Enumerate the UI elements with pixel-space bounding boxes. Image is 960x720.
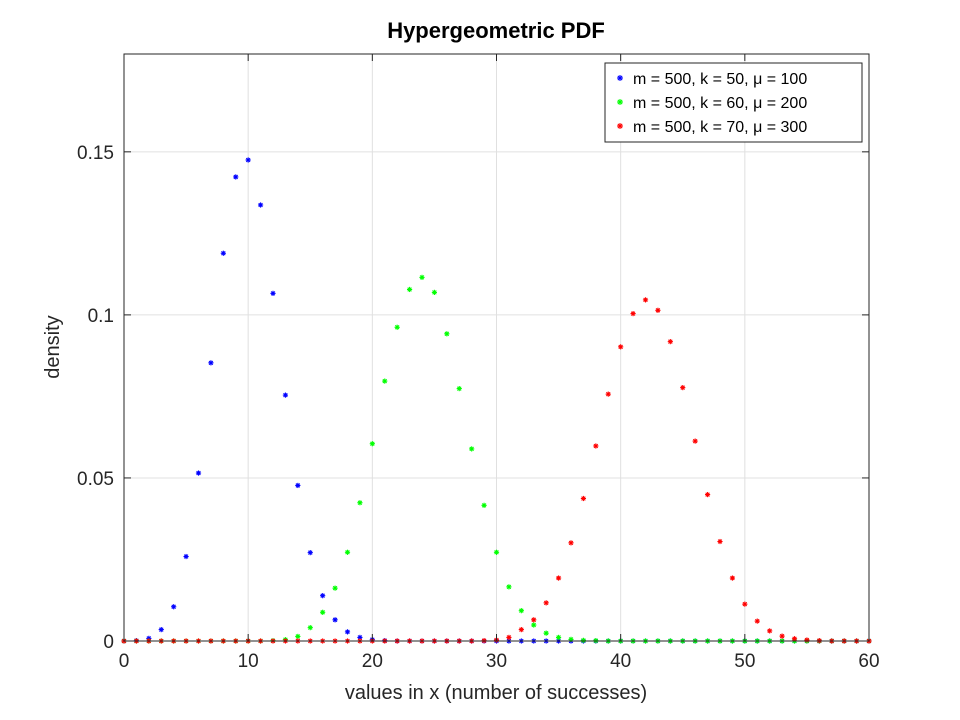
x-tick-label: 0 — [119, 651, 130, 672]
x-tick-label: 20 — [362, 651, 383, 672]
data-point — [344, 549, 351, 555]
data-point — [245, 157, 251, 163]
data-point — [295, 482, 301, 489]
data-point — [568, 540, 574, 546]
x-tick-label: 50 — [734, 651, 755, 672]
data-point — [742, 601, 748, 607]
y-axis-label: density — [42, 315, 64, 378]
data-point — [406, 286, 413, 293]
legend-label: m = 500, k = 50, μ = 100 — [633, 71, 807, 88]
data-point — [369, 441, 375, 447]
data-point — [444, 331, 450, 337]
x-tick-label: 30 — [486, 651, 507, 672]
data-point — [506, 634, 512, 641]
data-point — [183, 553, 189, 560]
data-point — [729, 575, 736, 581]
data-point — [518, 626, 524, 633]
data-point — [481, 502, 487, 508]
data-point — [531, 617, 537, 623]
y-tick-label: 0.05 — [77, 469, 114, 490]
data-point — [704, 491, 711, 498]
data-point — [791, 636, 798, 642]
data-point — [469, 446, 475, 452]
data-point — [332, 617, 338, 623]
data-point — [295, 633, 301, 640]
tick-labels: 0 10 20 30 40 50 60 0 0.05 0.1 0.15 — [77, 143, 880, 672]
data-point — [543, 630, 549, 636]
data-point — [282, 392, 289, 398]
data-point — [270, 290, 276, 296]
data-point — [680, 385, 686, 391]
data-point — [767, 628, 773, 634]
legend-label: m = 500, k = 60, μ = 200 — [633, 95, 807, 112]
legend-marker — [617, 123, 623, 129]
data-point — [804, 637, 810, 643]
data-point — [580, 637, 587, 643]
x-axis-label: values in x (number of successes) — [345, 682, 647, 704]
data-point — [171, 604, 177, 610]
data-point — [555, 634, 562, 641]
data-point — [332, 585, 338, 591]
y-tick-label: 0.15 — [77, 143, 114, 164]
data-point — [456, 385, 462, 392]
data-point — [593, 443, 599, 449]
data-point — [195, 470, 202, 476]
data-point — [580, 495, 587, 502]
data-point — [320, 593, 326, 599]
data-point — [506, 584, 512, 590]
data-point — [257, 202, 264, 208]
data-point — [431, 289, 438, 295]
x-tick-label: 60 — [858, 651, 879, 672]
data-point — [779, 633, 785, 639]
data-point — [419, 274, 425, 280]
x-tick-label: 10 — [238, 651, 259, 672]
data-point — [233, 174, 239, 180]
chart-title: Hypergeometric PDF — [387, 18, 605, 43]
legend-marker — [617, 75, 623, 81]
data-point — [531, 622, 537, 628]
data-point — [493, 549, 500, 555]
data-point — [605, 391, 611, 397]
data-point — [394, 324, 400, 330]
x-tick-label: 40 — [610, 651, 631, 672]
ticks — [123, 54, 870, 642]
data-point — [158, 626, 164, 633]
legend-box — [604, 62, 863, 143]
data-point — [518, 608, 524, 614]
data-point — [642, 297, 649, 303]
data-point — [220, 250, 226, 256]
data-point — [618, 344, 624, 350]
data-point — [543, 600, 549, 606]
data-point — [717, 538, 723, 545]
data-point — [307, 550, 313, 556]
legend-marker — [617, 99, 623, 105]
data-point — [344, 629, 351, 635]
data-point — [692, 438, 698, 444]
data-point — [630, 310, 636, 317]
legend-label: m = 500, k = 70, μ = 300 — [633, 119, 807, 136]
data-point — [382, 378, 388, 384]
y-tick-label: 0.1 — [88, 306, 114, 327]
y-tick-label: 0 — [103, 632, 114, 653]
data-point — [307, 625, 313, 631]
data-point — [555, 575, 562, 581]
data-point — [208, 360, 214, 366]
data-point — [655, 307, 661, 313]
data-point — [667, 339, 673, 345]
data-point — [320, 609, 326, 615]
data-point — [357, 500, 363, 506]
legend: m = 500, k = 50, μ = 100 m = 500, k = 60,… — [604, 62, 863, 143]
data-point — [754, 618, 760, 624]
grid — [124, 54, 869, 641]
